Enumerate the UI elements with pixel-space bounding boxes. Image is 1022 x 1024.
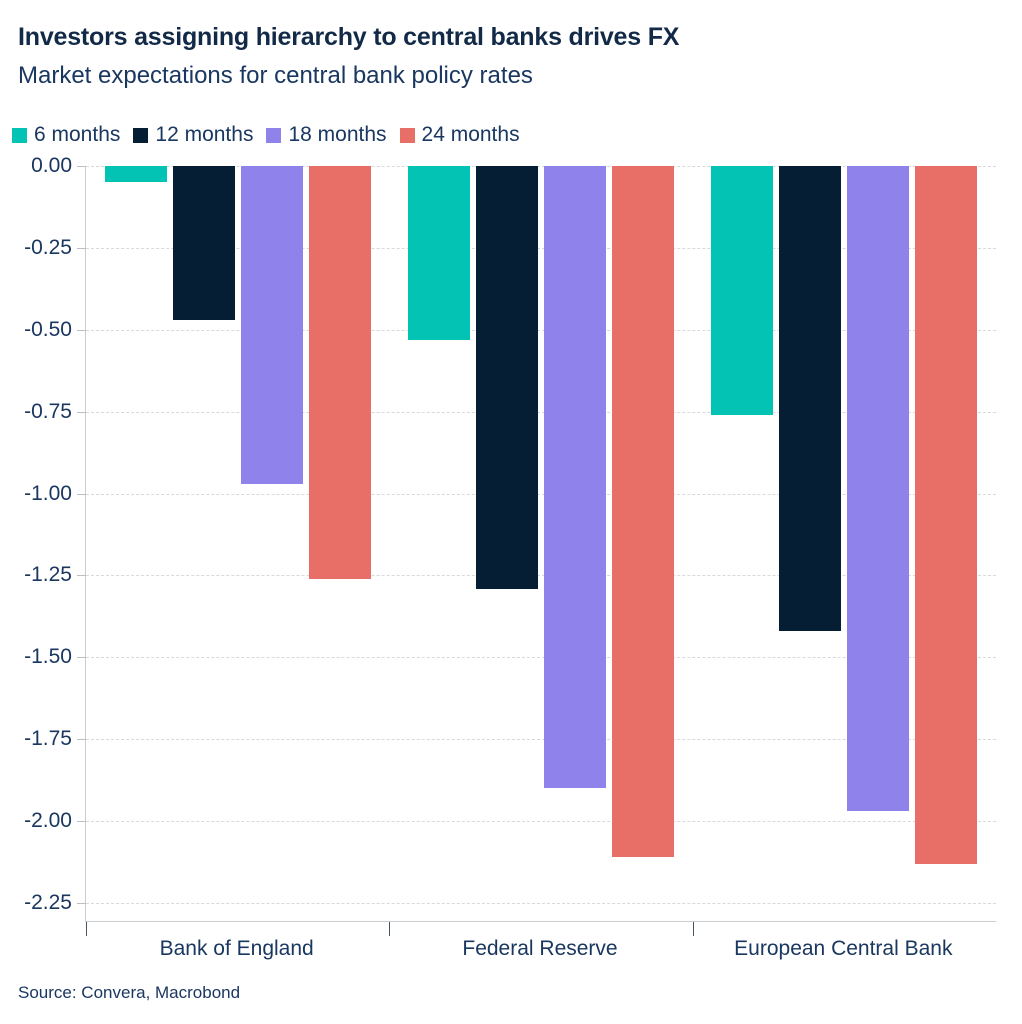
legend-swatch-18-months <box>266 127 282 143</box>
gridline-0.00 <box>86 166 996 167</box>
y-axis-tick-label: -0.75 <box>24 400 72 423</box>
y-axis-tick-label: -0.50 <box>24 318 72 341</box>
y-axis-tick-label: -1.50 <box>24 645 72 668</box>
legend-item-24-months: 24 months <box>399 123 520 147</box>
gridline--1.50 <box>86 657 996 658</box>
y-axis-tick-label: -2.00 <box>24 809 72 832</box>
y-axis-tick-label: -0.25 <box>24 236 72 259</box>
x-axis-tick <box>86 922 87 936</box>
y-axis-tick <box>77 330 86 331</box>
chart-header: Investors assigning hierarchy to central… <box>18 22 679 91</box>
gridline--1.25 <box>86 575 996 576</box>
legend-swatch-24-months <box>399 127 415 143</box>
y-axis-tick <box>77 657 86 658</box>
x-axis-tick <box>693 922 694 936</box>
y-axis-tick <box>77 166 86 167</box>
category-label-bank-of-england: Bank of England <box>159 937 314 960</box>
gridline--0.25 <box>86 248 996 249</box>
x-axis-tick <box>389 922 390 936</box>
legend-swatch-12-months <box>133 127 149 143</box>
legend-swatch-6-months <box>12 127 27 143</box>
source-note: Source: Convera, Macrobond <box>18 983 241 1002</box>
y-axis-tick-label: 0.00 <box>31 154 72 177</box>
gridline--1.75 <box>86 739 996 740</box>
legend-label: 12 months <box>155 123 254 146</box>
gridline--1.00 <box>86 494 996 495</box>
y-axis-tick-label: -1.00 <box>24 482 72 505</box>
y-axis-tick-label: -2.25 <box>24 891 72 914</box>
bars-layer <box>86 166 996 921</box>
y-axis-tick <box>77 821 86 822</box>
bar-group-bank-of-england <box>86 166 389 921</box>
bar-european-central-bank-24-months <box>915 166 978 864</box>
bar-bank-of-england-6-months <box>104 166 167 182</box>
y-axis-tick <box>77 903 86 904</box>
x-axis-category-labels: Bank of England Federal Reserve European C… <box>85 937 995 961</box>
bar-federal-reserve-24-months <box>611 166 674 857</box>
y-axis-tick <box>77 412 86 413</box>
legend-item-6-months: 6 months <box>12 123 120 147</box>
legend-item-18-months: 18 months <box>266 123 387 147</box>
bar-bank-of-england-12-months <box>172 166 235 320</box>
gridline--0.75 <box>86 412 996 413</box>
legend-label: 18 months <box>288 123 387 146</box>
bar-european-central-bank-6-months <box>711 166 774 415</box>
bar-federal-reserve-18-months <box>543 166 606 788</box>
category-label-federal-reserve: Federal Reserve <box>462 937 618 960</box>
bar-federal-reserve-6-months <box>407 166 470 340</box>
y-axis-tick-label: -1.75 <box>24 727 72 750</box>
bar-federal-reserve-12-months <box>475 166 538 589</box>
bar-group-european-central-bank <box>693 166 996 921</box>
bar-group-federal-reserve <box>389 166 692 921</box>
bar-bank-of-england-18-months <box>240 166 303 484</box>
y-axis-tick <box>77 575 86 576</box>
legend-item-12-months: 12 months <box>133 123 253 147</box>
y-axis-tick <box>77 248 86 249</box>
gridline--0.50 <box>86 330 996 331</box>
bar-bank-of-england-24-months <box>308 166 371 579</box>
y-axis-tick <box>77 739 86 740</box>
category-label-european-central-bank: European Central Bank <box>734 937 953 960</box>
y-axis-tick-label: -1.25 <box>24 563 72 586</box>
gridline--2.00 <box>86 821 996 822</box>
bar-european-central-bank-12-months <box>779 166 842 631</box>
y-axis-tick <box>77 494 86 495</box>
legend-label: 6 months <box>34 123 121 146</box>
legend-label: 24 months <box>421 123 520 146</box>
bar-european-central-bank-18-months <box>847 166 910 811</box>
chart-legend: 6 months 12 months 18 months 24 months <box>12 123 520 147</box>
gridline--2.25 <box>86 903 996 904</box>
plot-area: 0.00 -0.25 -0.50 -0.75 -1.00 -1.25 -1.50 -1.75 -… <box>24 155 996 936</box>
chart-subtitle: Market expectations for central bank pol… <box>18 62 533 89</box>
chart-title: Investors assigning hierarchy to central… <box>18 23 680 51</box>
